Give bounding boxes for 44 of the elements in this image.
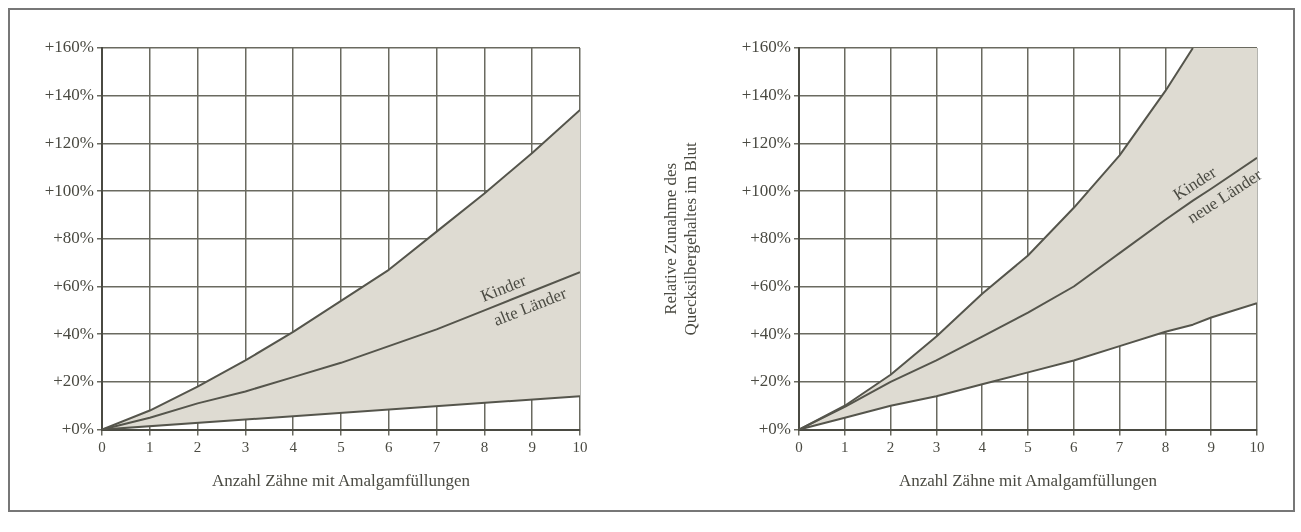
x-tick-label: 8 <box>1161 438 1170 455</box>
y-axis-title: Relative Zunahme des Quecksilbergehaltes im Blut <box>660 141 701 336</box>
x-tick-label: 10 <box>1249 438 1265 455</box>
x-tick-label: 0 <box>98 438 106 455</box>
y-tick-label: +120% <box>741 132 791 152</box>
y-tick-label: +100% <box>741 180 791 200</box>
x-tick-label: 8 <box>480 438 489 455</box>
x-tick-label: 4 <box>978 438 987 455</box>
y-tick-label: +100% <box>44 180 94 200</box>
x-tick-label: 4 <box>289 438 298 455</box>
y-tick-label: +160% <box>741 37 791 57</box>
y-tick-label: +80% <box>53 228 94 248</box>
x-tick-label: 2 <box>886 438 895 455</box>
x-tick-label: 1 <box>146 438 154 455</box>
y-tick-label: +120% <box>44 132 94 152</box>
x-tick-label: 9 <box>1207 438 1215 455</box>
y-tick-label: +20% <box>53 371 94 391</box>
y-tick-label: +160% <box>44 37 94 57</box>
y-tick-label: +140% <box>741 85 791 105</box>
x-tick-label: 6 <box>1070 438 1079 455</box>
y-tick-label: +140% <box>44 85 94 105</box>
x-tick-label: 2 <box>193 438 202 455</box>
x-tick-label: 10 <box>572 438 588 455</box>
x-tick-label: 0 <box>795 438 803 455</box>
y-tick-label: +60% <box>750 275 791 295</box>
y-tick-label: +0% <box>758 419 791 439</box>
text: Kinder alte Länder <box>477 270 570 330</box>
y-tick-label: +80% <box>750 228 791 248</box>
x-tick-label: 6 <box>385 438 394 455</box>
x-tick-label: 1 <box>841 438 849 455</box>
x-tick-label: 5 <box>337 438 345 455</box>
y-tick-label: +60% <box>53 275 94 295</box>
x-tick-label: 3 <box>241 438 250 455</box>
x-axis-title: Anzahl Zähne mit Amalgamfüllungen <box>211 471 471 491</box>
y-tick-label: +40% <box>53 323 94 343</box>
y-tick-label: +0% <box>61 419 94 439</box>
x-tick-label: 5 <box>1024 438 1032 455</box>
x-tick-label: 7 <box>1115 438 1124 455</box>
x-axis-title: Anzahl Zähne mit Amalgamfüllungen <box>898 471 1158 491</box>
x-tick-label: 3 <box>932 438 941 455</box>
x-tick-label: 9 <box>528 438 536 455</box>
y-tick-label: +20% <box>750 371 791 391</box>
y-tick-label: +40% <box>750 323 791 343</box>
x-tick-label: 7 <box>432 438 441 455</box>
